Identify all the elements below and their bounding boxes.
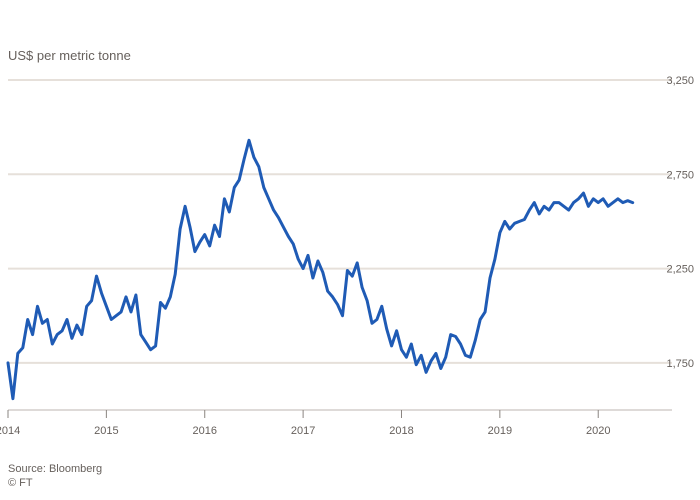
x-tick-label: 2018	[389, 425, 413, 437]
y-tick-label: 2,250	[666, 264, 694, 276]
x-tick-label: 2014	[0, 425, 20, 437]
chart-source: Source: Bloomberg © FT	[8, 462, 102, 490]
x-tick-label: 2020	[586, 425, 610, 437]
x-tick-label: 2019	[488, 425, 512, 437]
y-tick-label: 3,250	[666, 75, 694, 87]
chart-subtitle: US$ per metric tonne	[8, 48, 131, 63]
series-line	[6, 138, 635, 401]
y-tick-label: 2,750	[666, 169, 694, 181]
source-note: Source: Bloomberg	[8, 463, 103, 475]
x-tick-label: 2015	[94, 425, 118, 437]
copyright-note: © FT	[8, 477, 33, 489]
x-tick-label: 2017	[291, 425, 315, 437]
y-tick-label: 1,750	[666, 358, 694, 370]
x-tick-label: 2016	[192, 425, 216, 437]
